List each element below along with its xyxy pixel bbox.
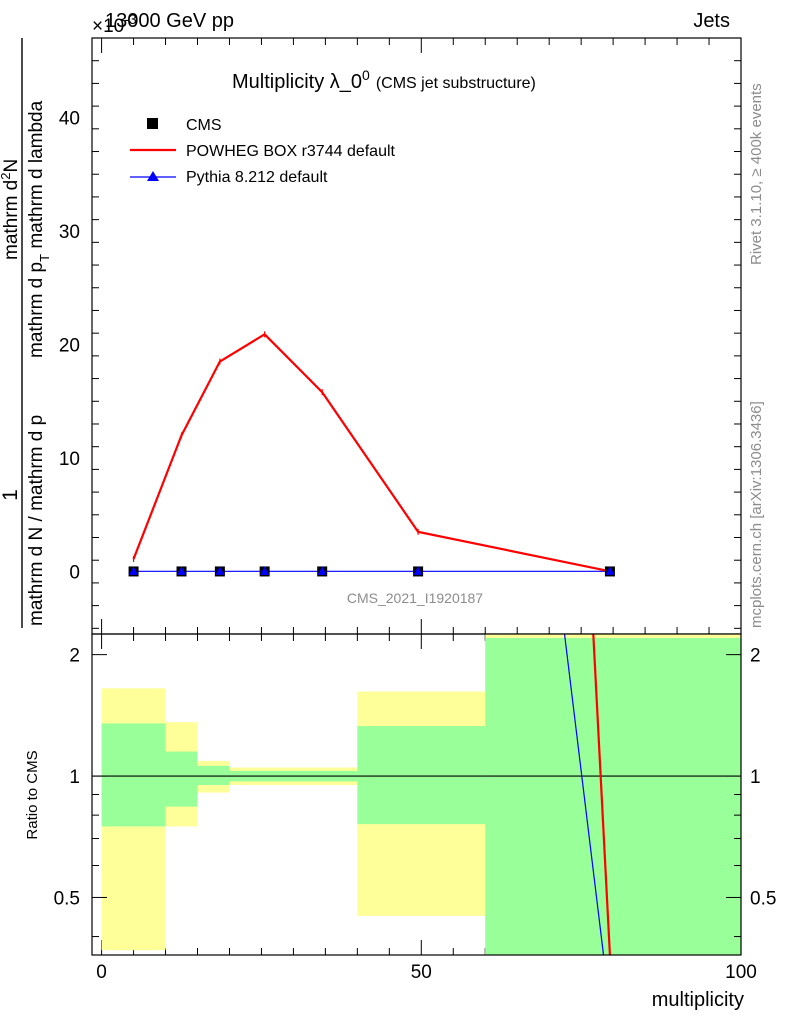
- pythia-data-point: [129, 566, 139, 575]
- ratio-tick-label-left: 2: [69, 646, 80, 667]
- ratio-tick-label-right: 2: [750, 646, 761, 667]
- legend-cms-label: CMS: [186, 117, 222, 134]
- ratio-pythia-line: [563, 633, 605, 956]
- pythia-data-point: [260, 566, 270, 575]
- powheg-line: [132, 332, 611, 573]
- header-right: Jets: [693, 10, 730, 32]
- ratio-band-green: [357, 726, 486, 825]
- y-tick-label: 10: [59, 449, 80, 470]
- pythia-data-point: [605, 566, 615, 575]
- ratio-y-label: Ratio to CMS: [24, 750, 41, 839]
- ratio-tick-label-right: 1: [750, 767, 761, 788]
- pythia-data-point: [317, 566, 327, 575]
- pythia-data-point: [177, 566, 187, 575]
- ylabel-rest: mathrm d pT mathrm d lambda: [26, 100, 52, 358]
- pythia-data-point: [413, 566, 423, 575]
- rivet-label: Rivet 3.1.10, ≥ 400k events: [748, 83, 765, 265]
- x-tick-label: 50: [411, 962, 432, 983]
- main-y-axis-label: 1 mathrm d N / mathrm d p mathrm d2N mat…: [0, 38, 52, 628]
- legend-pythia-marker: [147, 171, 159, 181]
- ratio-band-green: [197, 765, 230, 786]
- ratio-band-green: [165, 751, 198, 807]
- y-tick-label: 0: [69, 563, 80, 584]
- y-tick-label: 20: [59, 336, 80, 357]
- ylabel-denominator: mathrm d N / mathrm d p: [26, 415, 47, 626]
- ratio-tick-label-left: 1: [69, 767, 80, 788]
- pythia-data-point: [215, 566, 225, 575]
- y-tick-label: 30: [59, 222, 80, 243]
- legend-pythia-label: Pythia 8.212 default: [186, 169, 328, 186]
- ylabel-numerator: mathrm d2N: [0, 159, 22, 260]
- header-left: 13000 GeV pp: [105, 10, 234, 32]
- chart-title: Multiplicity λ_00 (CMS jet substructure): [232, 67, 536, 93]
- legend-cms-marker: [147, 118, 158, 129]
- y-tick-label: 40: [59, 108, 80, 129]
- ylabel-one: 1: [0, 489, 22, 501]
- ratio-tick-label-right: 0.5: [750, 888, 776, 909]
- analysis-watermark: CMS_2021_I1920187: [347, 590, 483, 606]
- legend-powheg-label: POWHEG BOX r3744 default: [186, 143, 396, 160]
- x-axis-label: multiplicity: [652, 989, 744, 1011]
- mcplots-label: mcplots.cern.ch [arXiv:1306.3436]: [748, 401, 765, 628]
- x-tick-label: 100: [725, 962, 757, 983]
- ratio-powheg-line: [592, 633, 612, 956]
- ratio-tick-label-left: 0.5: [54, 888, 80, 909]
- ratio-band-green: [485, 637, 741, 955]
- legend: CMS POWHEG BOX r3744 default Pythia 8.21…: [130, 117, 396, 186]
- scale-factor: ×10-3: [92, 11, 137, 37]
- ratio-band-green: [101, 723, 166, 827]
- x-tick-label: 0: [96, 962, 107, 983]
